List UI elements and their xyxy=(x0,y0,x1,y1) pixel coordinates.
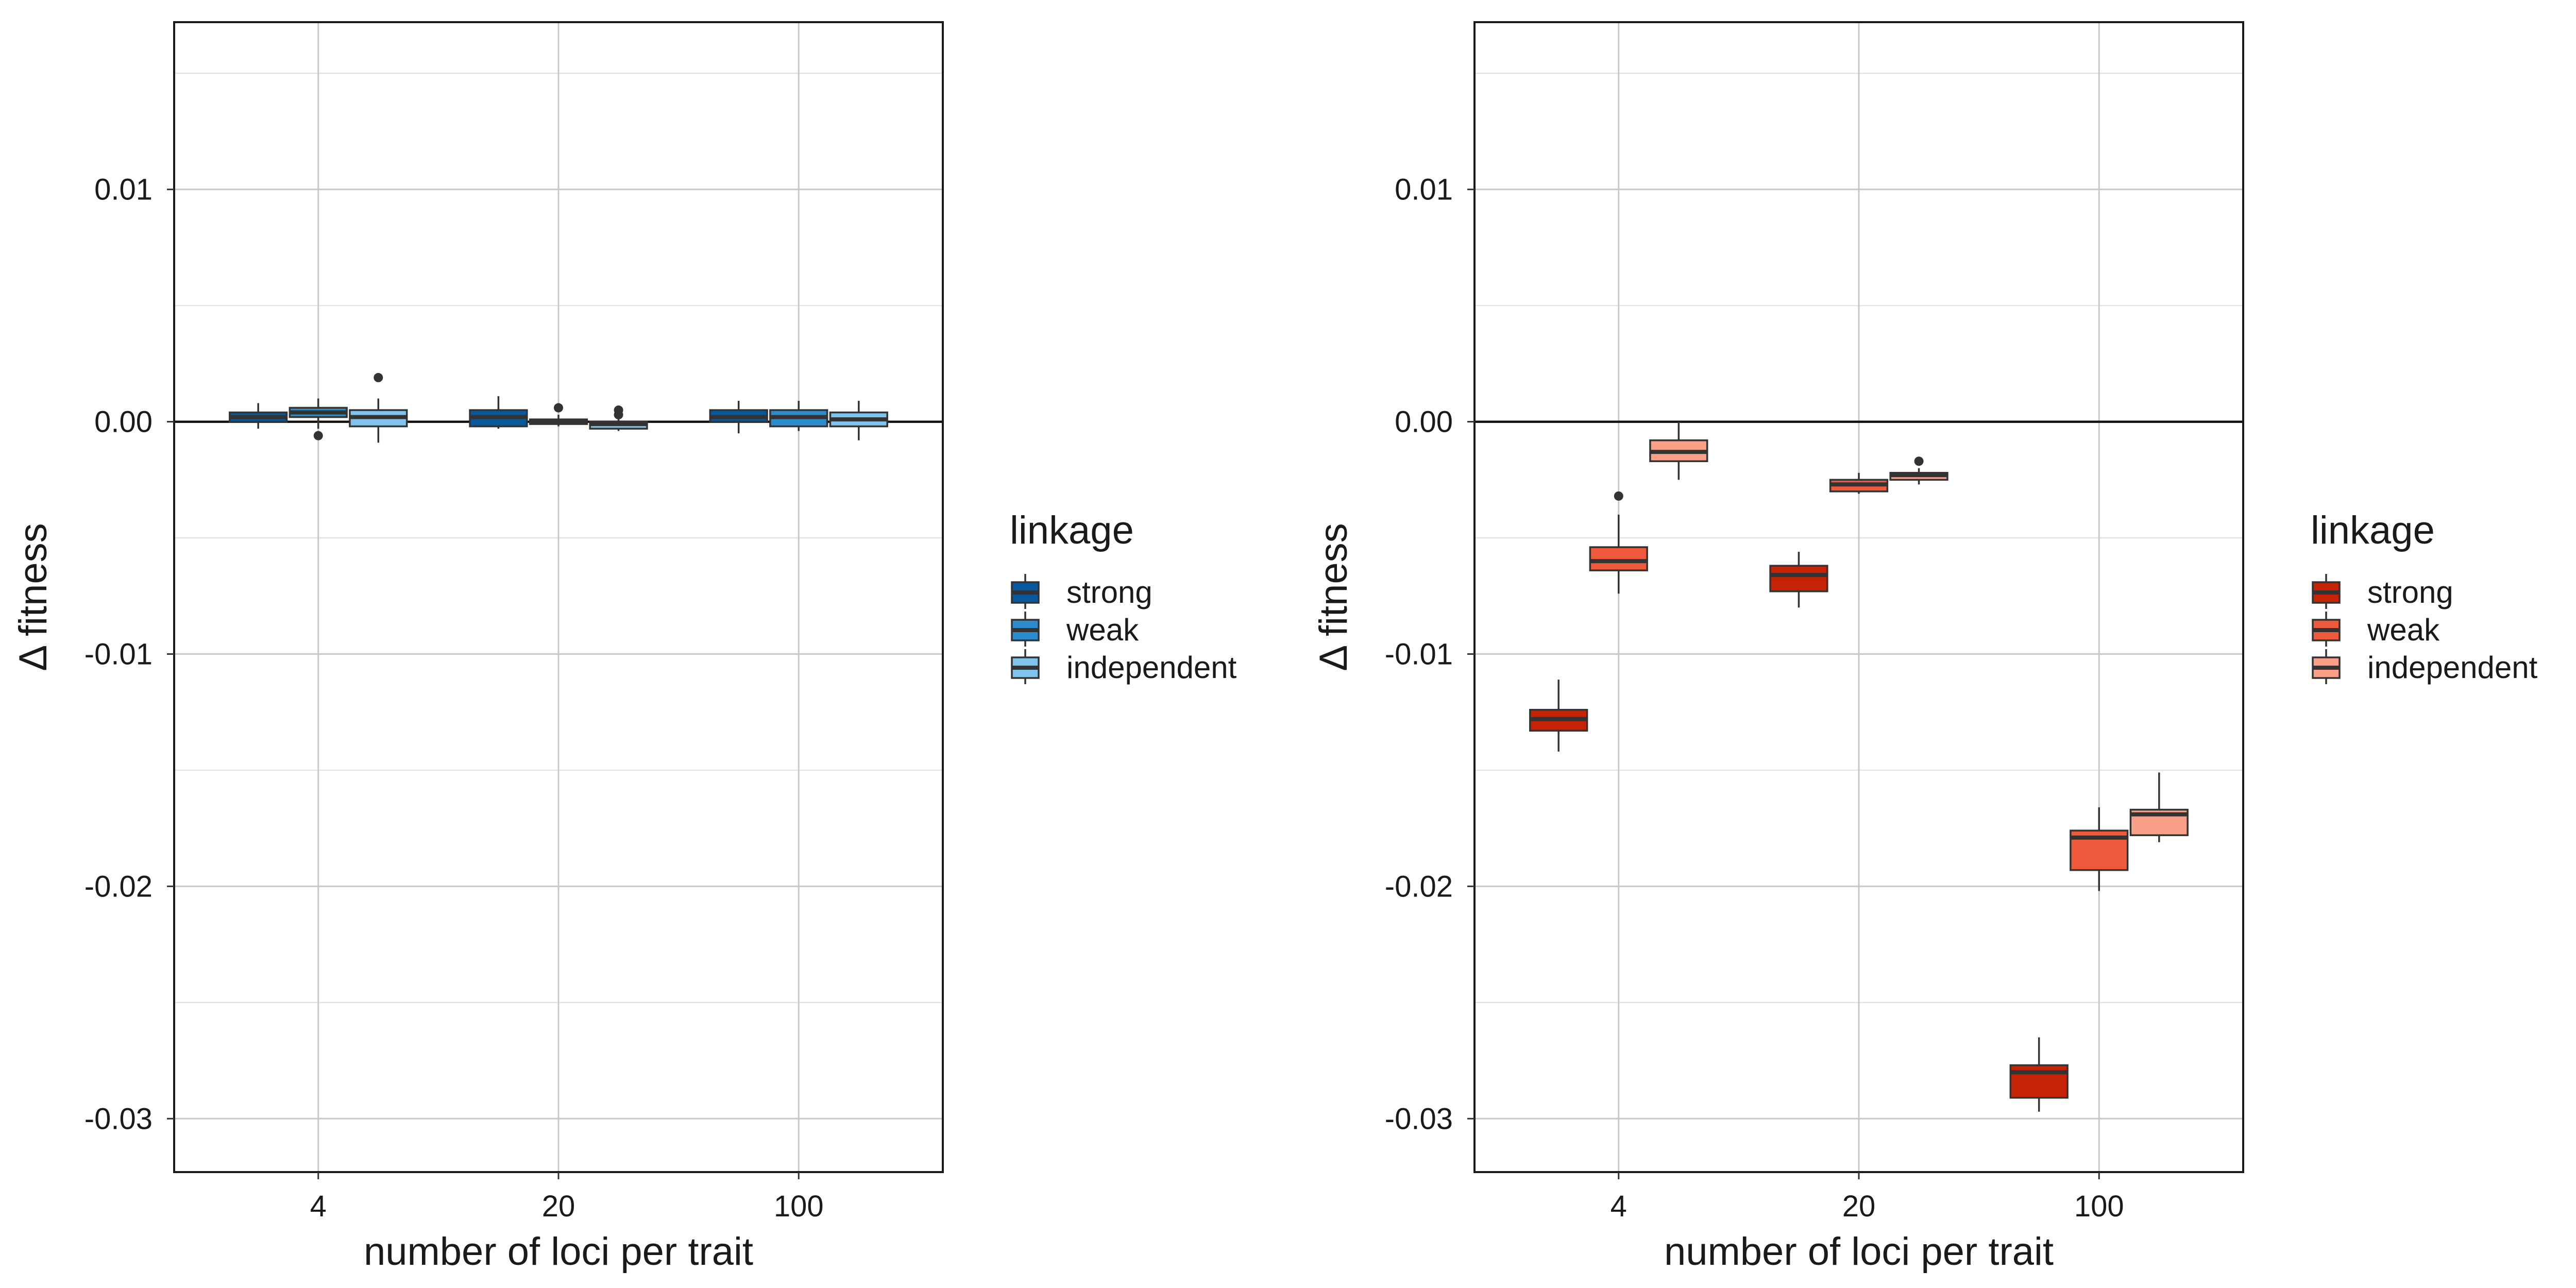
y-tick-label: -0.03 xyxy=(84,1102,152,1136)
outlier-point xyxy=(554,403,563,413)
box-strong-4 xyxy=(229,403,288,429)
y-tick-label: -0.03 xyxy=(1385,1102,1453,1136)
legend-key-strong xyxy=(2312,574,2341,609)
x-tick-label: 20 xyxy=(1842,1190,1876,1223)
box-independent-4 xyxy=(1649,421,1708,480)
y-tick-label: 0.00 xyxy=(1395,405,1453,439)
box-independent-4 xyxy=(349,372,408,443)
box-independent-20 xyxy=(589,405,648,431)
outlier-point xyxy=(614,405,623,415)
legend-label: independent xyxy=(1066,650,1237,685)
legend-label: weak xyxy=(2367,613,2440,647)
legend-label: strong xyxy=(2367,575,2453,609)
legend-label: weak xyxy=(1066,613,1139,647)
legend-key-weak xyxy=(2312,612,2341,647)
y-tick-label: -0.01 xyxy=(1385,637,1453,671)
box-strong-4 xyxy=(1529,680,1588,752)
x-tick-label: 4 xyxy=(1611,1190,1627,1223)
y-axis-title: Δ fitness xyxy=(1312,523,1355,671)
box-strong-20 xyxy=(1769,552,1828,608)
panel-left: 0.01 0.00 -0.01 -0.02 -0.03 4 20 100 number of l… xyxy=(11,21,1237,1274)
outlier-point xyxy=(313,431,323,440)
box-independent-100 xyxy=(829,400,888,440)
box-strong-20 xyxy=(469,396,528,429)
y-tick-label: -0.02 xyxy=(1385,870,1453,903)
box-weak-20 xyxy=(529,403,588,427)
legend-label: independent xyxy=(2367,650,2538,685)
x-tick-label: 4 xyxy=(310,1190,327,1223)
y-axis-title: Δ fitness xyxy=(11,523,55,671)
box-weak-4 xyxy=(1589,491,1648,594)
outlier-point xyxy=(1614,491,1623,501)
legend-title: linkage xyxy=(1010,509,1134,552)
legend-label: strong xyxy=(1066,575,1153,609)
box-strong-100 xyxy=(709,400,768,434)
legend-key-independent xyxy=(2312,649,2341,684)
panel-right: 0.01 0.00 -0.01 -0.02 -0.03 4 20 100 number of l… xyxy=(1312,21,2538,1274)
legend-key-strong xyxy=(1011,574,1040,609)
legend-key-weak xyxy=(1011,612,1040,647)
box-weak-4 xyxy=(289,398,348,440)
x-axis-title: number of loci per trait xyxy=(364,1230,753,1274)
box-independent-20 xyxy=(1889,456,1948,485)
box-weak-100 xyxy=(2070,807,2129,891)
y-tick-label: 0.00 xyxy=(94,405,152,439)
box-body xyxy=(1589,546,1648,571)
y-tick-label: 0.01 xyxy=(1395,173,1453,207)
x-tick-label: 20 xyxy=(542,1190,575,1223)
outlier-point xyxy=(1914,456,1924,466)
box-body xyxy=(2009,1064,2069,1099)
box-weak-20 xyxy=(1829,472,1889,494)
x-axis-title: number of loci per trait xyxy=(1664,1230,2054,1274)
box-body xyxy=(1769,565,1828,592)
legend-title: linkage xyxy=(2311,509,2435,552)
legend-key-independent xyxy=(1011,649,1040,684)
box-independent-100 xyxy=(2129,772,2189,842)
y-tick-label: 0.01 xyxy=(94,173,152,207)
y-tick-label: -0.01 xyxy=(84,637,152,671)
x-tick-label: 100 xyxy=(2074,1190,2124,1223)
x-tick-label: 100 xyxy=(774,1190,824,1223)
y-tick-label: -0.02 xyxy=(84,870,152,903)
box-weak-100 xyxy=(769,400,828,431)
box-strong-100 xyxy=(2009,1037,2069,1112)
outlier-point xyxy=(374,372,383,382)
